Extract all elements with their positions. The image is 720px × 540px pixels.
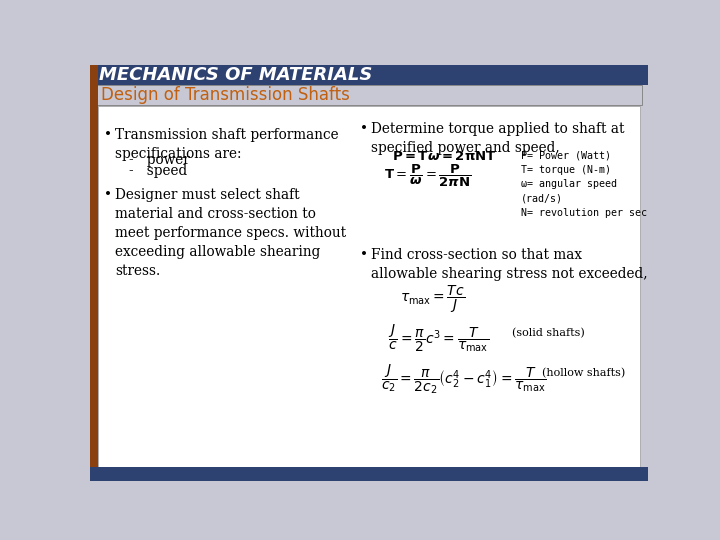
Text: Design of Transmission Shafts: Design of Transmission Shafts — [101, 86, 350, 104]
Text: P= Power (Watt)
T= torque (N-m)
ω= angular speed
(rad/s)
N= revolution per sec: P= Power (Watt) T= torque (N-m) ω= angul… — [521, 150, 647, 218]
Text: -   speed: - speed — [129, 164, 187, 178]
Text: $\mathbf{P = T}\boldsymbol{\omega}\mathbf{= 2\pi NT}$: $\mathbf{P = T}\boldsymbol{\omega}\mathb… — [392, 150, 497, 163]
Text: Transmission shaft performance
specifications are:: Transmission shaft performance specifica… — [114, 128, 338, 161]
Text: $\dfrac{J}{c} = \dfrac{\pi}{2}c^{3} = \dfrac{T}{\tau_{\mathrm{max}}}$: $\dfrac{J}{c} = \dfrac{\pi}{2}c^{3} = \d… — [388, 322, 490, 354]
Text: Find cross-section so that max
allowable shearing stress not exceeded,: Find cross-section so that max allowable… — [371, 248, 647, 281]
Text: Determine torque applied to shaft at
specified power and speed,: Determine torque applied to shaft at spe… — [371, 122, 624, 155]
Text: -   power: - power — [129, 153, 189, 166]
Text: •: • — [104, 128, 112, 142]
Text: •: • — [360, 248, 368, 262]
FancyBboxPatch shape — [98, 106, 640, 467]
Text: •: • — [104, 188, 112, 202]
Text: $\tau_{\mathrm{max}} = \dfrac{Tc}{J}$: $\tau_{\mathrm{max}} = \dfrac{Tc}{J}$ — [400, 284, 465, 315]
Text: •: • — [360, 122, 368, 136]
Text: $\mathbf{T} = \dfrac{\mathbf{P}}{\boldsymbol{\omega}} = \dfrac{\mathbf{P}}{\math: $\mathbf{T} = \dfrac{\mathbf{P}}{\boldsy… — [384, 164, 472, 190]
Text: $\dfrac{J}{c_{2}} = \dfrac{\pi}{2c_{2}}\left(c_{2}^{4} - c_{1}^{4}\right) = \dfr: $\dfrac{J}{c_{2}} = \dfrac{\pi}{2c_{2}}\… — [381, 362, 546, 396]
Text: MECHANICS OF MATERIALS: MECHANICS OF MATERIALS — [99, 66, 372, 84]
Text: (solid shafts): (solid shafts) — [513, 328, 585, 339]
Text: (hollow shafts): (hollow shafts) — [542, 368, 625, 379]
FancyBboxPatch shape — [90, 65, 98, 481]
FancyBboxPatch shape — [90, 65, 648, 85]
Text: Designer must select shaft
material and cross-section to
meet performance specs.: Designer must select shaft material and … — [114, 188, 346, 278]
FancyBboxPatch shape — [96, 85, 642, 105]
FancyBboxPatch shape — [90, 467, 648, 481]
